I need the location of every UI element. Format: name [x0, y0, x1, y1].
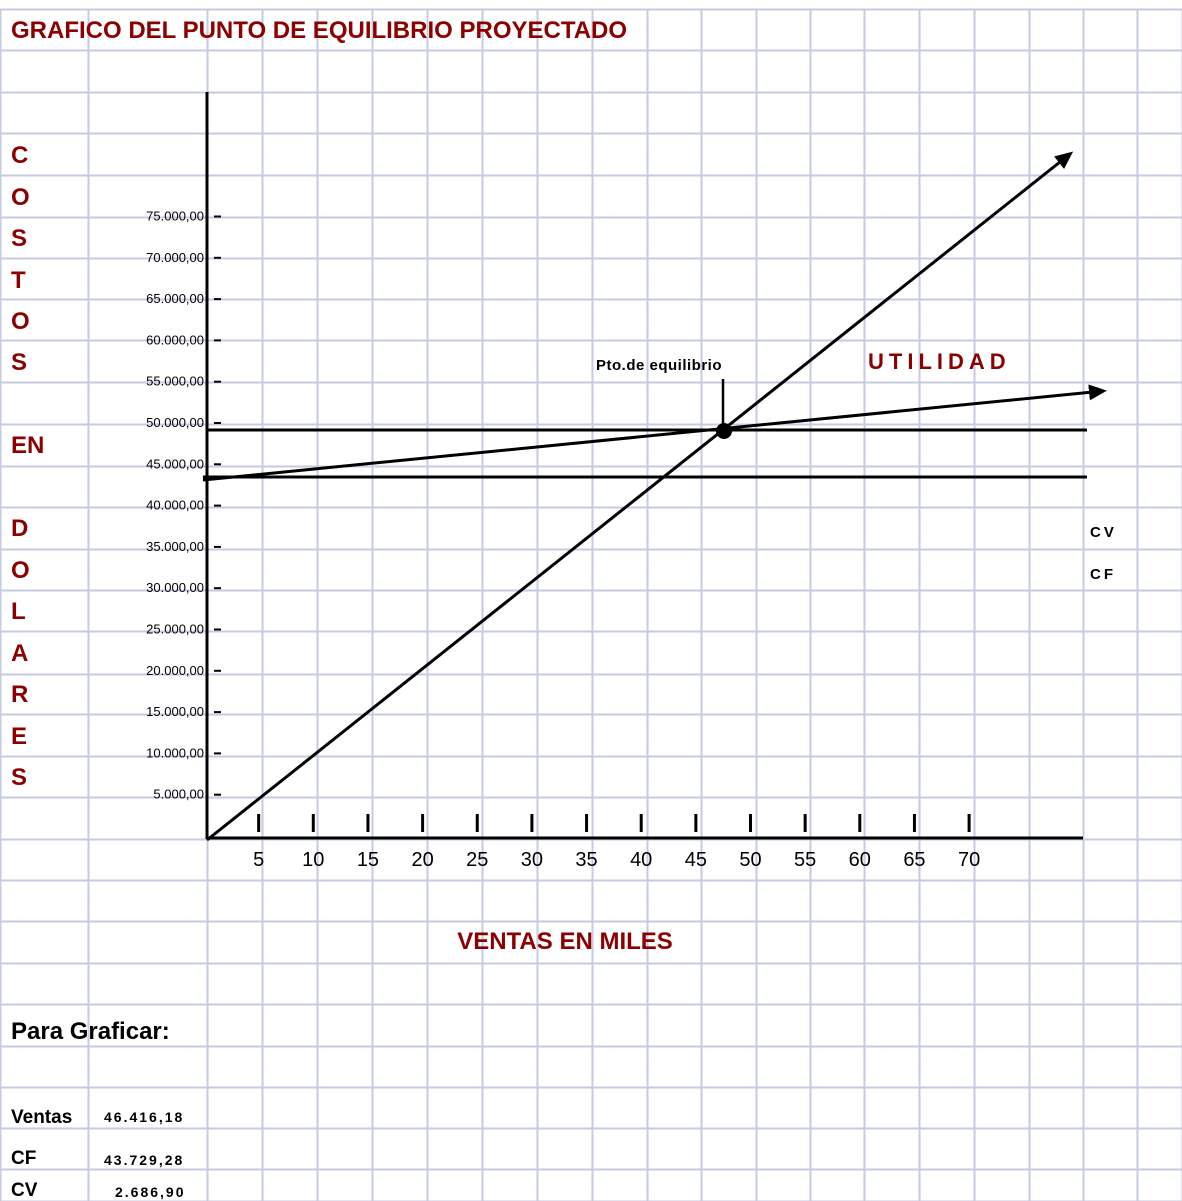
x-tick-label: 70: [958, 849, 980, 871]
x-tick-label: 15: [357, 849, 379, 871]
utilidad-label: UTILIDAD: [868, 349, 1011, 374]
y-tick-label: 65.000,00: [146, 291, 204, 306]
x-tick-label: 30: [521, 849, 543, 871]
x-tick-label: 40: [630, 849, 652, 871]
x-tick-label: 20: [411, 849, 433, 871]
y-tick-label: 75.000,00: [146, 209, 204, 224]
y-tick-label: 20.000,00: [146, 663, 204, 678]
x-tick-label: 5: [253, 849, 264, 871]
x-axis-title: VENTAS EN MILES: [457, 928, 673, 955]
y-tick-label: 5.000,00: [153, 787, 204, 802]
chart-title: GRAFICO DEL PUNTO DE EQUILIBRIO PROYECTA…: [11, 17, 627, 44]
y-tick-label: 35.000,00: [146, 539, 204, 554]
table-row-label: Ventas: [11, 1107, 72, 1128]
cf-label: CF: [1090, 566, 1116, 583]
y-axis-title-letter: S: [11, 225, 27, 252]
y-axis-title-letter: T: [11, 267, 26, 294]
series-line-ct: [202, 384, 1107, 482]
y-axis-title-letter: L: [11, 598, 26, 625]
y-axis-title-letter: R: [11, 681, 28, 708]
y-tick-label: 15.000,00: [146, 704, 204, 719]
y-tick-label: 40.000,00: [146, 498, 204, 513]
y-tick-label: 70.000,00: [146, 250, 204, 265]
y-tick-label: 60.000,00: [146, 332, 204, 347]
spreadsheet-grid: [0, 8, 1182, 1201]
x-tick-label: 35: [575, 849, 597, 871]
y-axis-title-letter: A: [11, 640, 28, 667]
table-row-label: CF: [11, 1148, 36, 1169]
y-axis-title-letter: O: [11, 308, 30, 335]
cv-label: CV: [1090, 524, 1117, 541]
y-axis-title-letter: S: [11, 349, 27, 376]
y-axis-title-letter: O: [11, 184, 30, 211]
x-tick-label: 10: [302, 849, 324, 871]
x-tick-label: 60: [849, 849, 871, 871]
y-tick-label: 45.000,00: [146, 456, 204, 471]
y-axis-title-letter: O: [11, 557, 30, 584]
x-tick-label: 45: [685, 849, 707, 871]
y-tick-label: 30.000,00: [146, 580, 204, 595]
table-row-value: 2.686,90: [115, 1184, 186, 1200]
table-heading: Para Graficar:: [11, 1018, 170, 1045]
x-tick-label: 65: [903, 849, 925, 871]
y-tick-label: 10.000,00: [146, 745, 204, 760]
table-row-value: 43.729,28: [104, 1152, 184, 1168]
y-axis-title-letter: D: [11, 515, 28, 542]
chart-series: [202, 151, 1107, 842]
x-tick-label: 25: [466, 849, 488, 871]
breakeven-point: [716, 423, 732, 439]
x-axis-ticks: 5 10 15 20 25 30 35 40 45 50 55 60 65 70: [253, 814, 980, 871]
breakeven-label: Pto.de equilibrio: [596, 357, 722, 374]
table-row-label: CV: [11, 1180, 38, 1201]
x-tick-label: 55: [794, 849, 816, 871]
x-tick-label: 50: [739, 849, 761, 871]
table-row-value: 46.416,18: [104, 1109, 184, 1125]
y-axis-title-letter: S: [11, 764, 27, 791]
y-tick-label: 55.000,00: [146, 374, 204, 389]
y-axis-title-letter: E: [11, 723, 27, 750]
y-axis-title-letter: C: [11, 142, 28, 169]
y-axis-ticks: 5.000,00 10.000,00 15.000,00 20.000,00 25.00…: [146, 209, 221, 802]
y-tick-label: 50.000,00: [146, 415, 204, 430]
y-axis-title-letter: EN: [11, 432, 44, 459]
series-line-ventas: [206, 151, 1074, 842]
y-tick-label: 25.000,00: [146, 622, 204, 637]
